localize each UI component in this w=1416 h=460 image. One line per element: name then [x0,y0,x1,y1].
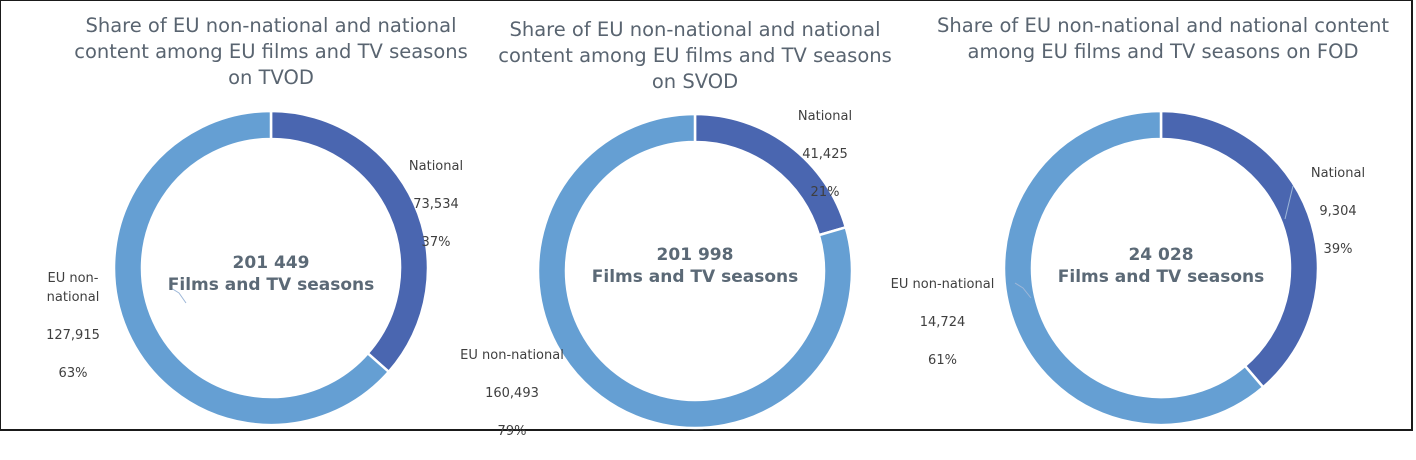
center-label: Films and TV seasons [1057,267,1265,287]
slice-value: 9,304 [1319,204,1357,219]
charts-frame: Share of EU non-national and national co… [0,0,1413,439]
donut-center: 201 449 Films and TV seasons [151,252,391,296]
chart-title: Share of EU non-national and national co… [498,18,892,93]
center-total: 24 028 [1128,245,1194,265]
chart-panel-fod: Share of EU non-national and national co… [891,1,1413,432]
donut-chart-svod [536,112,854,430]
leader-line-national [1284,185,1294,220]
slice-percent: 79% [497,424,527,439]
center-label: Films and TV seasons [591,267,799,287]
data-label-national: National 9,304 39% [1303,145,1373,278]
chart-title: Share of EU non-national and national co… [74,14,468,89]
donut-slice-eu-non-national [112,109,391,427]
donut-slice-eu-non-national [1002,109,1265,427]
data-label-national: National 73,534 37% [401,138,471,271]
slice-value: 127,915 [46,328,100,343]
slice-value: 160,493 [485,386,539,401]
slice-percent: 21% [810,185,840,200]
center-label: Films and TV seasons [167,275,375,295]
data-label-eu-non-national: EU non- national 127,915 63% [43,250,103,402]
center-total: 201 449 [232,253,310,273]
data-label-national: National 41,425 21% [785,88,865,221]
data-label-eu-non-national: EU non-national 160,493 79% [457,327,567,460]
slice-label: EU non-national [460,348,564,363]
donut-center: 24 028 Films and TV seasons [1041,244,1281,288]
slice-percent: 63% [58,366,88,381]
chart-panel-svod: Share of EU non-national and national co… [460,1,895,439]
slice-value: 14,724 [919,315,966,330]
slice-label: EU non-national [890,277,995,292]
chart-title: Share of EU non-national and national co… [937,14,1389,63]
slice-value: 73,534 [413,197,459,212]
data-label-eu-non-national: EU non-national 14,724 61% [885,256,1000,389]
slice-percent: 61% [928,353,957,368]
donut-center: 201 998 Films and TV seasons [575,244,815,288]
slice-label: National [408,159,464,174]
slice-percent: 37% [421,235,451,250]
donut-slice-eu-non-national [536,112,854,430]
slice-label: National [797,109,853,124]
donut-chart-tvod [112,109,430,427]
leader-line-eu-non-national [1014,282,1032,299]
donut-chart-fod [1002,109,1320,427]
slice-value: 41,425 [802,147,848,162]
slice-label: National [1310,166,1366,181]
center-total: 201 998 [656,245,734,265]
chart-panel-tvod: Share of EU non-national and national co… [46,1,471,432]
slice-percent: 39% [1323,242,1353,257]
leader-line-eu-non-national [170,287,187,304]
slice-label: EU non- national [46,271,100,305]
